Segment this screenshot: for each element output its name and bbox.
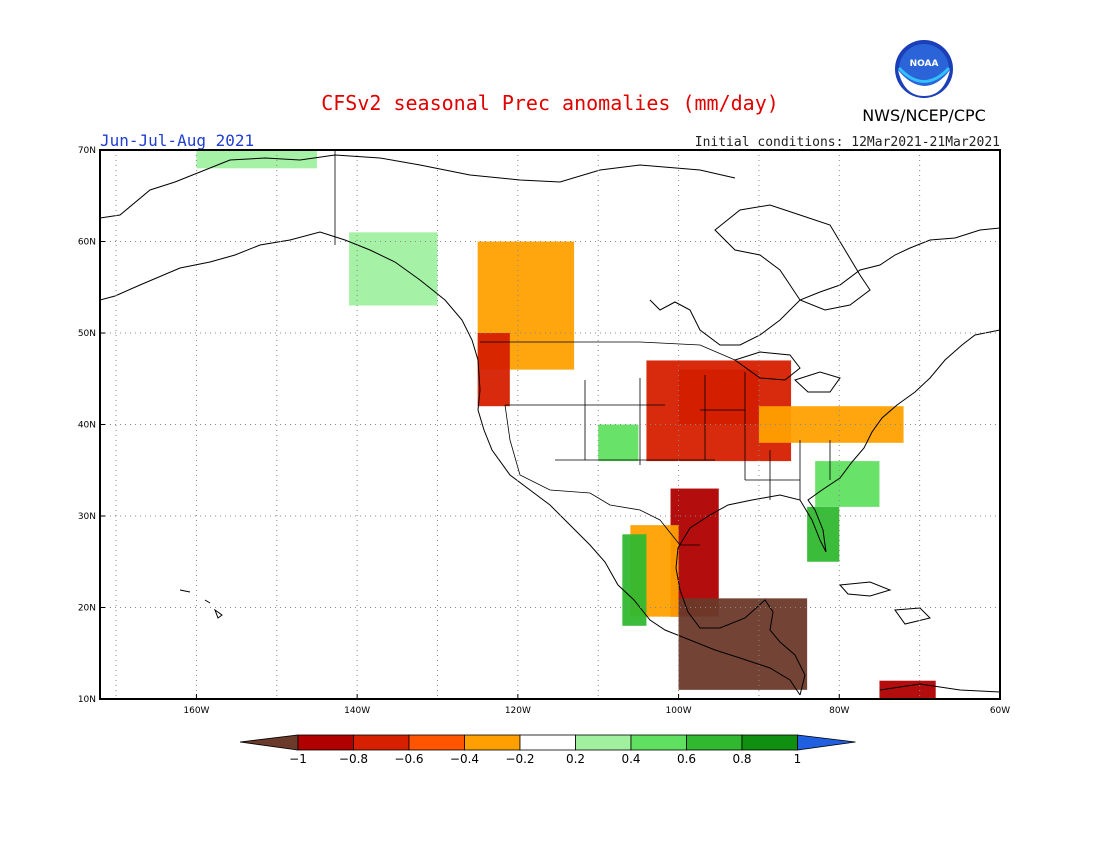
colorbar-swatch <box>297 734 354 751</box>
latitude-ticks: 70N 60N 50N 40N 30N 20N 10N <box>78 146 105 705</box>
colorbar-label: −1 <box>289 752 307 766</box>
colorbar-label: −0.8 <box>339 752 368 766</box>
colorbar-label: 1 <box>794 752 802 766</box>
colorbar-label: −0.4 <box>450 752 479 766</box>
anomaly-region <box>196 150 317 169</box>
colorbar-swatch <box>575 734 632 751</box>
lon-tick-label: 140W <box>344 706 370 716</box>
colorbar-swatch <box>519 734 576 751</box>
colorbar-label: 0.8 <box>732 752 751 766</box>
lat-tick-label: 20N <box>78 604 96 614</box>
anomaly-region <box>349 232 438 306</box>
colorbar-high-arrow <box>797 734 856 751</box>
agency-label: NWS/NCEP/CPC <box>862 106 986 125</box>
lat-tick-label: 70N <box>78 146 96 156</box>
graticule <box>100 150 1000 699</box>
lat-tick-label: 50N <box>78 329 96 339</box>
colorbar-swatch <box>630 734 687 751</box>
lat-tick-label: 40N <box>78 421 96 431</box>
anomaly-region <box>598 424 639 462</box>
anomaly-region <box>622 534 647 626</box>
anomaly-region <box>477 333 510 407</box>
longitude-ticks: 160W 140W 120W 100W 80W 60W <box>183 694 1010 716</box>
colorbar-label: 0.4 <box>621 752 640 766</box>
anomaly-region <box>678 598 808 690</box>
colorbar-swatch <box>353 734 410 751</box>
colorbar-swatch <box>408 734 465 751</box>
lon-tick-label: 100W <box>666 706 692 716</box>
colorbar-label: 0.6 <box>677 752 696 766</box>
lon-tick-label: 80W <box>829 706 849 716</box>
map-panel: 160W 140W 120W 100W 80W 60W 70N 60N 50N 40N 30N 20… <box>78 146 1010 716</box>
colorbar: −1 −0.8 −0.6 −0.4 −0.2 0.2 0.4 0.6 0.8 1 <box>239 734 856 766</box>
initial-conditions: Initial conditions: 12Mar2021-21Mar2021 <box>695 135 1000 150</box>
logo-text: NOAA <box>910 59 939 69</box>
colorbar-low-arrow <box>239 734 299 751</box>
lat-tick-label: 60N <box>78 238 96 248</box>
colorbar-swatch <box>464 734 521 751</box>
lat-tick-label: 30N <box>78 512 96 522</box>
political-borders <box>334 150 831 546</box>
lon-tick-label: 60W <box>990 706 1010 716</box>
colorbar-label: −0.2 <box>505 752 534 766</box>
colorbar-label: −0.6 <box>394 752 423 766</box>
colorbar-swatch <box>741 734 798 751</box>
lon-tick-label: 120W <box>505 706 531 716</box>
anomaly-region <box>879 680 936 699</box>
anomaly-layer <box>196 150 936 699</box>
chart-title: CFSv2 seasonal Prec anomalies (mm/day) <box>321 91 779 115</box>
lon-tick-label: 160W <box>183 706 209 716</box>
lat-tick-label: 10N <box>78 695 96 705</box>
noaa-logo: NOAA <box>895 40 953 98</box>
season-label: Jun-Jul-Aug 2021 <box>100 131 254 150</box>
anomaly-region <box>758 406 904 443</box>
colorbar-label: 0.2 <box>566 752 585 766</box>
colorbar-swatch <box>686 734 743 751</box>
